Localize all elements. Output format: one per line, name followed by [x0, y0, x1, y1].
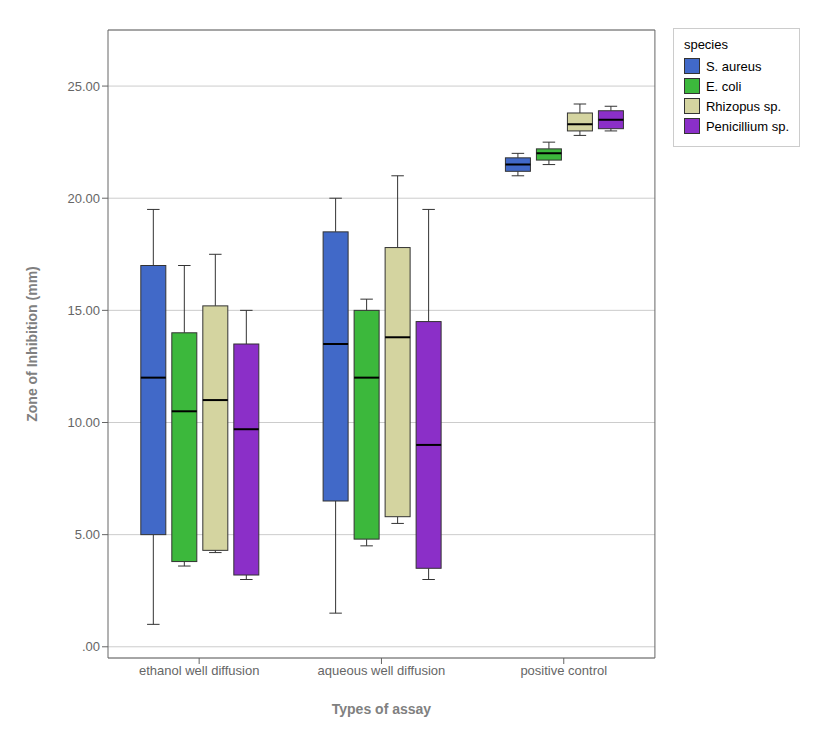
svg-text:Zone of Inhibition (mm): Zone of Inhibition (mm) — [24, 266, 40, 422]
html-text:species: species — [683, 37, 728, 52]
html-text:Rhizopus sp.: Rhizopus sp. — [705, 98, 782, 114]
html-text:E. coli: E. coli — [705, 78, 742, 94]
svg-text:.00: .00 — [82, 639, 100, 654]
svg-text:ethanol well diffusion: ethanol well diffusion — [139, 663, 259, 678]
svg-text:aqueous well diffusion: aqueous well diffusion — [318, 663, 446, 678]
svg-text:10.00: 10.00 — [67, 415, 100, 430]
svg-text:positive control: positive control — [520, 663, 607, 678]
html-text:S. aureus: S. aureus — [705, 58, 762, 74]
svg-text:25.00: 25.00 — [67, 79, 100, 94]
svg-text:5.00: 5.00 — [75, 527, 100, 542]
svg-text:Types of assay: Types of assay — [332, 701, 432, 717]
html-text:Penicillium sp.: Penicillium sp. — [705, 118, 789, 134]
svg-text:20.00: 20.00 — [67, 191, 100, 206]
svg-text:15.00: 15.00 — [67, 303, 100, 318]
